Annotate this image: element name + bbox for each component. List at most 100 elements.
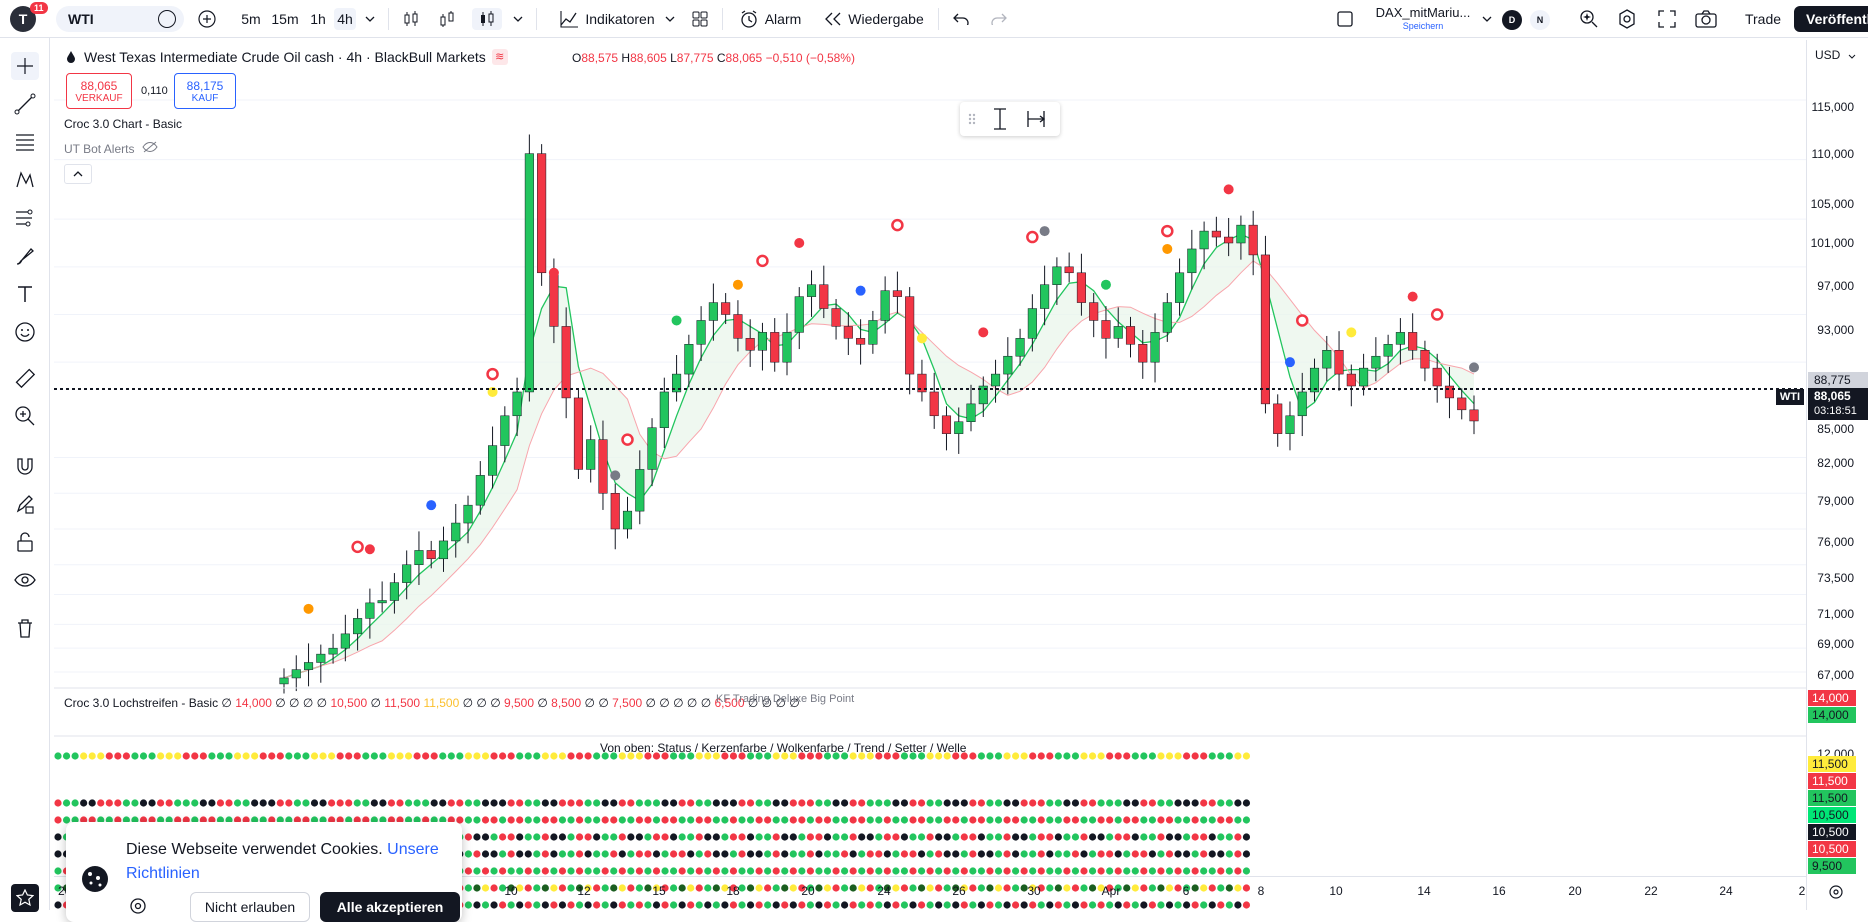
xabcd-pattern-icon [16,171,34,188]
lock-tool[interactable] [11,528,39,556]
strip-dot [1242,884,1251,892]
cookie-deny-button[interactable]: Nicht erlauben [190,892,310,922]
undo-icon[interactable] [950,8,972,30]
candle-body [1138,344,1148,363]
bar-type-icon[interactable] [436,8,458,30]
strip-dot [926,850,934,858]
fib-tool[interactable] [11,128,39,156]
indicators-button[interactable]: Indikatoren [548,8,666,30]
strip-dot [1046,816,1054,824]
strip-dot [310,752,319,760]
lock-drawing-tool[interactable] [11,490,39,518]
strip-dot [584,867,592,875]
strip-dot [1029,884,1037,892]
strip-dot [524,816,532,824]
strip-dot [764,867,772,875]
interval-5m[interactable]: 5m [241,11,261,27]
strip-dot [695,799,703,807]
symbol-search[interactable]: WTI [56,6,184,32]
cookie-policy-link[interactable]: Unsere Richtlinien [126,841,439,882]
candles-icon[interactable] [400,8,422,30]
collapse-legend-button[interactable] [64,164,92,184]
strip-dot [729,799,738,807]
alert-button[interactable]: Alarm [734,8,806,30]
strip-dot [584,850,592,858]
camera-icon[interactable] [1694,8,1718,30]
prediction-tool[interactable] [11,204,39,232]
zoom-tool[interactable] [11,402,39,430]
strip-dot [473,799,481,807]
time-axis[interactable]: 20 10 12 15 18 20 24 26 30 Apr 6 8 10 14 16 20 22 24 2 [54,876,1806,910]
strip-dot [610,833,618,841]
strip-dot [883,850,891,858]
settings-gear-icon[interactable] [1616,8,1638,30]
strip-dot [917,816,926,824]
strip-dot [1020,901,1028,909]
pattern-tool[interactable] [11,166,39,194]
strip-dot [704,850,712,858]
strip-dot [259,799,267,807]
candle-body [1175,272,1185,303]
favorites-tool[interactable] [11,884,39,912]
currency-select[interactable]: USD [1815,48,1856,62]
pane2-indicator[interactable]: Croc 3.0 Lochstreifen - Basic ∅ 14,000 ∅… [64,696,800,710]
time-axis-settings-icon[interactable] [1828,884,1844,903]
quick-search-icon[interactable] [1578,8,1600,30]
strip-dot [943,867,951,875]
sell-button[interactable]: 88,065 VERKAUF [66,73,132,109]
strip-dot [960,752,968,760]
strip-dot [114,816,122,824]
strip-dot [832,833,840,841]
price-chart[interactable] [54,40,1806,910]
symbol-settings-icon[interactable] [158,10,176,28]
redo-icon[interactable] [988,8,1010,30]
chart-style-dropdown-icon[interactable] [510,8,526,30]
strip-dot [516,752,524,760]
trade-button[interactable]: Trade [1744,11,1782,27]
layout-grid-icon[interactable] [688,8,712,30]
price-label-97000: 97,000 [1817,279,1854,293]
mode-n-toggle[interactable]: N [1530,10,1550,30]
indicator-ut-bot[interactable]: UT Bot Alerts [64,141,158,156]
strip-dot [1200,901,1208,909]
strip-dot [584,816,592,824]
strip-dot [960,867,968,875]
publish-button[interactable]: Veröffentl [1794,6,1868,32]
trendline-tool[interactable] [11,90,39,118]
layout-name-group[interactable]: DAX_mitMariu... Speichern [1368,5,1478,35]
crosshair-tool[interactable] [11,52,39,80]
brush-tool[interactable] [11,242,39,270]
visibility-tool[interactable] [11,566,39,594]
chart-style-icon[interactable] [472,8,502,30]
magnet-tool[interactable] [11,452,39,480]
strip-dot [627,867,635,875]
rewind-icon [825,12,841,26]
mode-d-toggle[interactable]: D [1502,10,1522,30]
indicators-dropdown-icon[interactable] [662,8,678,30]
indicator-croc-chart[interactable]: Croc 3.0 Chart - Basic [64,117,183,131]
strip-dot [644,799,652,807]
strip-dot [1012,901,1020,909]
layout-dropdown-icon[interactable] [1480,8,1494,30]
add-symbol-button[interactable] [196,8,218,30]
replay-button[interactable]: Wiedergabe [822,8,926,30]
emoji-tool[interactable] [11,318,39,346]
interval-15m[interactable]: 15m [271,11,299,27]
strip-dot [558,833,567,841]
cookie-settings-icon[interactable] [128,896,148,919]
delete-tool[interactable] [11,614,39,642]
text-tool[interactable] [11,280,39,308]
cookie-accept-button[interactable]: Alle akzeptieren [320,892,460,922]
symbol-legend[interactable]: West Texas Intermediate Crude Oil cash ·… [64,49,508,65]
layout-select-icon[interactable] [1334,8,1356,30]
interval-dropdown-icon[interactable] [362,8,378,30]
strip-dot [541,752,549,760]
legend-wave-icon[interactable]: ≋ [491,49,508,65]
fullscreen-icon[interactable] [1656,8,1678,30]
interval-1h[interactable]: 1h [310,11,326,27]
interval-4h[interactable]: 4h [334,8,356,30]
candle-body [1003,355,1013,375]
candle-body [733,314,743,339]
buy-button[interactable]: 88,175 KAUF [174,73,236,109]
ruler-tool[interactable] [11,364,39,392]
